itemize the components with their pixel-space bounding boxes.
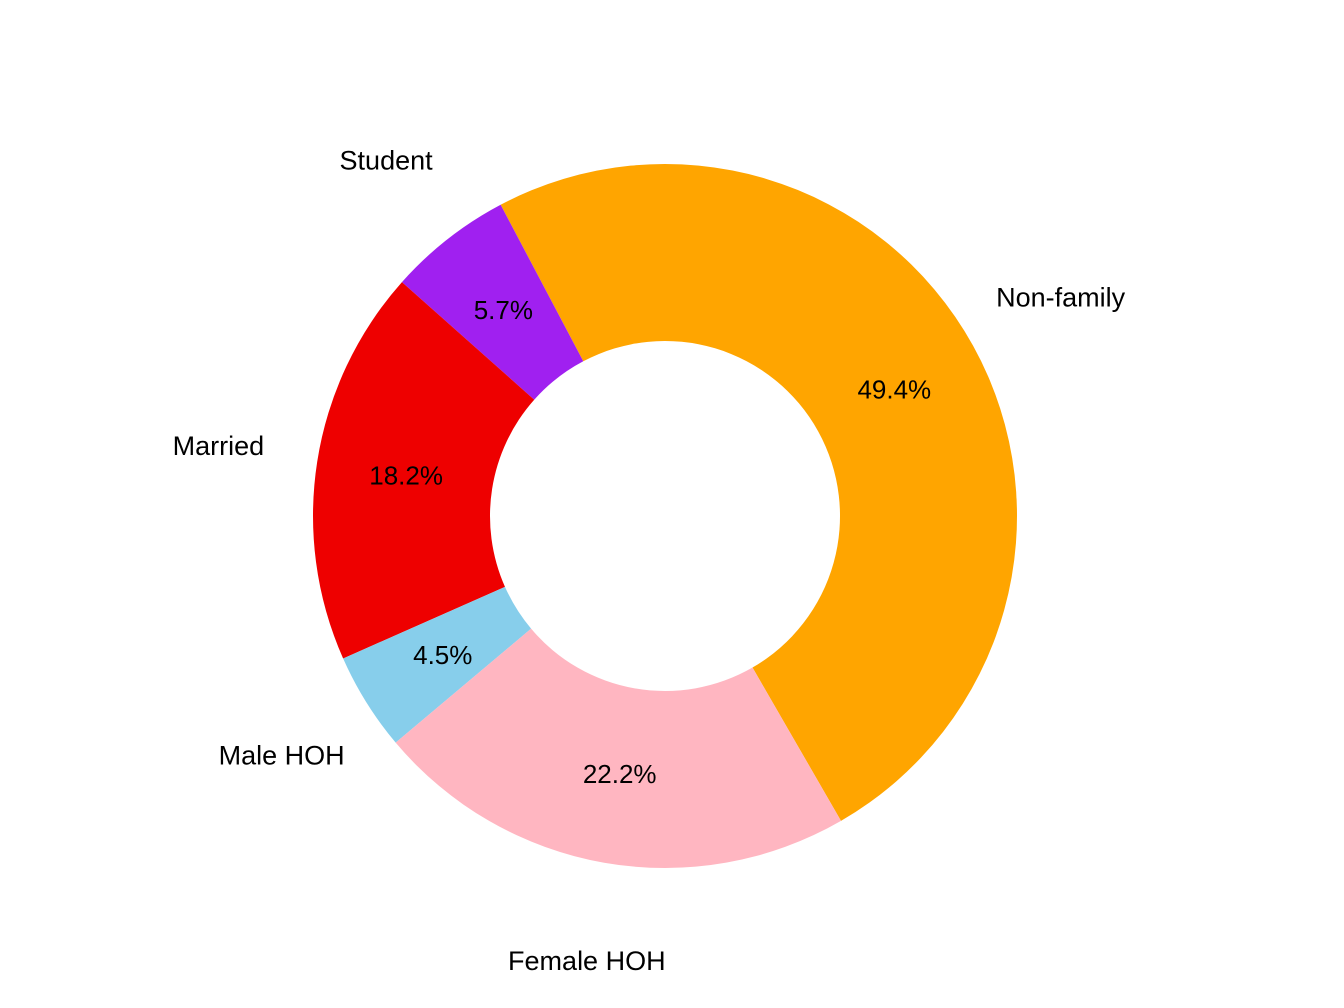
category-label-male-hoh: Male HOH (219, 740, 345, 770)
category-label-student: Student (340, 145, 434, 175)
slice-married (312, 282, 535, 659)
percent-labels-layer: 49.4% 5.7% 18.2% 4.5% 22.2% (369, 295, 931, 789)
category-label-non-family: Non-family (996, 282, 1126, 312)
percent-label-male-hoh: 4.5% (413, 640, 472, 670)
percent-label-female-hoh: 22.2% (583, 759, 657, 789)
category-label-married: Married (173, 431, 265, 461)
percent-label-student: 5.7% (474, 295, 533, 325)
slice-female-hoh (395, 628, 841, 868)
slices-layer (312, 164, 1017, 868)
slice-non-family (500, 164, 1017, 821)
category-label-female-hoh: Female HOH (508, 946, 666, 976)
category-labels-layer: Non-family Student Married Male HOH Female H… (173, 145, 1126, 976)
percent-label-non-family: 49.4% (857, 374, 931, 404)
percent-label-married: 18.2% (369, 461, 443, 491)
slice-student (401, 204, 584, 400)
slice-male-hoh (343, 586, 532, 743)
